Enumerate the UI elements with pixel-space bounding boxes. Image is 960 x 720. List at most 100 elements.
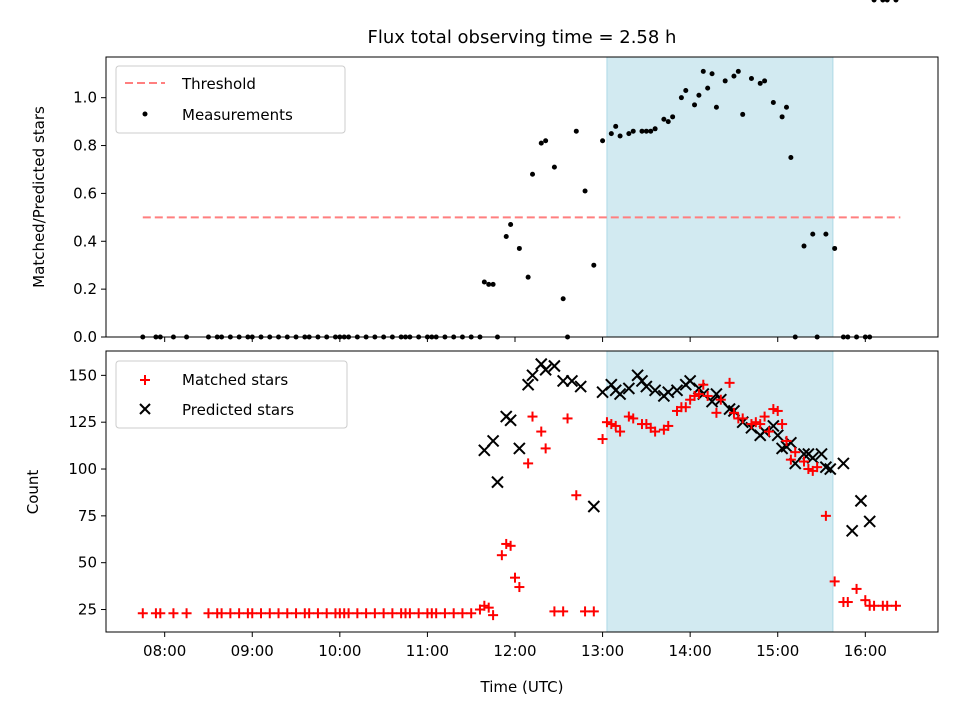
- matched-star-point: [501, 538, 512, 549]
- predicted-star-point: [670, 384, 684, 397]
- predicted-star-point: [797, 447, 811, 461]
- measurement-point: [713, 104, 719, 110]
- top-y-tick-label: 0.8: [73, 137, 97, 155]
- x-tick-label: 09:00: [231, 642, 274, 660]
- matched-star-point: [768, 404, 779, 415]
- predicted-star-point: [504, 414, 517, 427]
- matched-star-point: [785, 454, 796, 465]
- matched-star-point: [536, 426, 547, 437]
- matched-star-point: [772, 405, 783, 416]
- threshold-legend-label: Threshold: [181, 75, 256, 93]
- measurement-point: [762, 78, 768, 84]
- measurement-point: [573, 128, 579, 134]
- matched-star-point: [680, 402, 691, 413]
- measurement-point: [779, 114, 785, 120]
- matched-star-point: [711, 407, 722, 418]
- matched-star-point: [304, 608, 315, 619]
- x-axis-label: Time (UTC): [480, 678, 564, 696]
- predicted-star-point: [824, 462, 837, 476]
- x-tick-label: 13:00: [581, 642, 624, 660]
- matched-star-point: [527, 411, 538, 422]
- matched-star-point: [698, 379, 709, 390]
- matched-star-point: [155, 608, 166, 619]
- matched-star-point: [343, 608, 354, 619]
- matched-star-point: [321, 608, 332, 619]
- top-y-tick-label: 0.6: [73, 184, 97, 202]
- bottom-observing-window: [606, 350, 834, 633]
- matched-star-point: [413, 608, 424, 619]
- x-tick-label: 14:00: [669, 642, 712, 660]
- matched-star-point: [168, 608, 179, 619]
- bottom-y-ticks: 25 50 75 100 125 150: [68, 366, 106, 619]
- predicted-star-point: [539, 363, 552, 376]
- measurements-legend-swatch: [142, 111, 148, 117]
- predicted-star-point: [526, 369, 539, 382]
- matched-star-point: [247, 608, 258, 619]
- predicted-star-point: [648, 384, 662, 397]
- measurement-point: [880, 0, 886, 3]
- measurement-point: [543, 138, 549, 144]
- matched-star-point: [558, 606, 569, 617]
- matched-star-point: [820, 510, 831, 521]
- matched-star-point: [750, 417, 761, 428]
- predicted-star-point: [806, 451, 819, 464]
- measurement-point: [832, 245, 838, 251]
- top-legend: Threshold Measurements: [115, 65, 346, 134]
- matched-star-point: [882, 600, 893, 611]
- measurement-point: [871, 0, 877, 3]
- measurement-point: [801, 243, 807, 249]
- matched-star-point: [571, 490, 582, 501]
- measurement-point: [665, 119, 671, 125]
- matched-star-point: [352, 608, 363, 619]
- measurement-point: [538, 140, 544, 146]
- matched-star-point: [860, 595, 871, 606]
- x-tick-label: 12:00: [493, 642, 536, 660]
- matched-star-point: [628, 413, 639, 424]
- measurement-point: [661, 116, 667, 122]
- matched-star-point: [803, 464, 814, 475]
- matched-star-point: [777, 419, 788, 430]
- matched-star-point: [523, 458, 534, 469]
- matched-star-point: [264, 608, 275, 619]
- measurements-layer: [140, 0, 899, 340]
- measurements-legend-label: Measurements: [182, 106, 293, 124]
- bottom-y-tick-label: 50: [78, 554, 97, 572]
- matched-star-point: [203, 608, 214, 619]
- predicted-star-point: [587, 500, 601, 513]
- matched-star-point: [737, 413, 748, 424]
- top-axes-frame: [105, 56, 939, 338]
- x-tick-label: 16:00: [844, 642, 887, 660]
- measurement-point: [486, 281, 492, 287]
- predicted-star-point: [771, 429, 784, 442]
- bottom-y-axis-label: Count: [24, 470, 42, 515]
- measurement-point: [823, 231, 829, 237]
- matched-star-point: [755, 419, 766, 430]
- top-y-tick-label: 0.2: [73, 280, 97, 298]
- matched-star-point: [728, 407, 739, 418]
- matched-star-point: [137, 608, 148, 619]
- matched-star-point: [549, 606, 560, 617]
- x-tick-label: 10:00: [318, 642, 361, 660]
- bottom-axes-frame: [105, 350, 939, 633]
- matched-star-point: [597, 434, 608, 445]
- x-tick-label: 08:00: [143, 642, 186, 660]
- bottom-legend: Matched stars Predicted stars: [115, 360, 348, 429]
- matched-star-point: [404, 608, 415, 619]
- top-y-axis-label: Matched/Predicted stars: [30, 106, 48, 288]
- predicted-star-point: [491, 475, 504, 489]
- matched-star-point: [869, 600, 880, 611]
- predicted-star-point: [837, 457, 850, 470]
- matched-star-point: [387, 608, 398, 619]
- measurement-point: [652, 126, 658, 132]
- predicted-star-point: [574, 380, 587, 393]
- top-x-ticks: [164, 337, 866, 342]
- matched-star-point: [606, 419, 617, 430]
- matched-star-point: [496, 550, 507, 561]
- matched-star-point: [702, 390, 713, 401]
- matched-legend-label: Matched stars: [182, 371, 288, 389]
- matched-star-point: [234, 608, 245, 619]
- measurement-point: [735, 68, 741, 74]
- predicted-star-point: [863, 515, 876, 528]
- matched-star-point: [216, 608, 227, 619]
- matched-star-point: [663, 420, 674, 431]
